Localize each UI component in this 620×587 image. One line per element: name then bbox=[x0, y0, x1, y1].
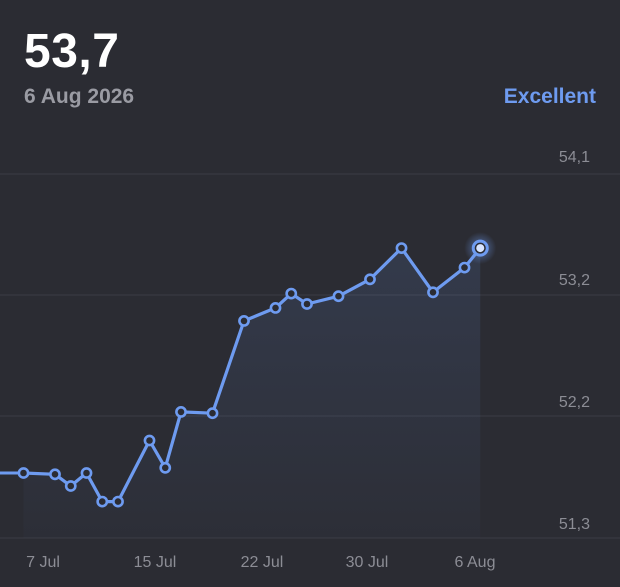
data-point[interactable] bbox=[17, 467, 30, 479]
data-point[interactable] bbox=[269, 301, 282, 314]
data-point[interactable] bbox=[301, 298, 313, 310]
data-series bbox=[0, 232, 497, 538]
x-tick-label: 7 Jul bbox=[26, 554, 60, 571]
x-tick-label: 22 Jul bbox=[241, 554, 284, 571]
data-point[interactable] bbox=[143, 434, 156, 447]
data-point[interactable] bbox=[64, 480, 77, 492]
data-point[interactable] bbox=[285, 287, 298, 300]
data-point[interactable] bbox=[238, 314, 250, 327]
x-tick-label: 30 Jul bbox=[346, 554, 389, 571]
data-point[interactable] bbox=[96, 495, 109, 508]
y-tick-label: 53,2 bbox=[559, 272, 590, 289]
data-point[interactable] bbox=[49, 468, 61, 481]
data-point[interactable] bbox=[332, 290, 345, 303]
data-point[interactable] bbox=[159, 461, 172, 474]
data-point[interactable] bbox=[206, 407, 219, 420]
x-axis-ticks: 7 Jul 15 Jul 22 Jul 30 Jul 6 Aug bbox=[26, 554, 495, 571]
y-axis-ticks: 54,1 53,2 52,2 51,3 bbox=[559, 149, 590, 533]
area-fill bbox=[23, 248, 481, 538]
selected-date: 6 Aug 2026 bbox=[24, 85, 135, 108]
data-point[interactable] bbox=[427, 286, 439, 299]
data-point[interactable] bbox=[80, 467, 93, 479]
x-tick-label: 15 Jul bbox=[134, 554, 177, 571]
x-tick-label: 6 Aug bbox=[455, 554, 496, 571]
y-tick-label: 54,1 bbox=[559, 149, 590, 166]
rating-label: Excellent bbox=[503, 85, 596, 108]
selected-point-core bbox=[476, 244, 485, 253]
data-point[interactable] bbox=[364, 273, 376, 286]
y-tick-label: 51,3 bbox=[559, 516, 590, 533]
data-point[interactable] bbox=[112, 495, 124, 508]
data-point[interactable] bbox=[395, 242, 408, 254]
data-point[interactable] bbox=[458, 261, 471, 274]
y-tick-label: 52,2 bbox=[559, 394, 590, 411]
current-value: 53,7 bbox=[24, 25, 120, 78]
data-point[interactable] bbox=[175, 405, 187, 418]
